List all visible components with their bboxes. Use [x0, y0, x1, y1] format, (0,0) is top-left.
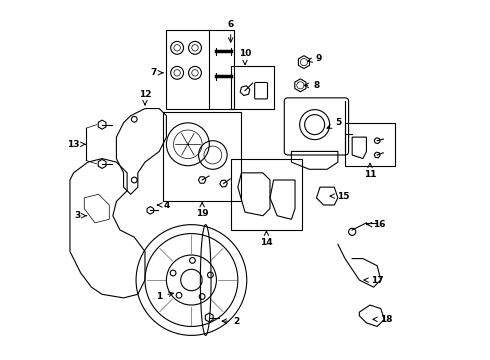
Text: 8: 8 — [304, 81, 319, 90]
Bar — [163, 112, 242, 202]
Text: 14: 14 — [260, 231, 273, 247]
Bar — [231, 158, 302, 230]
Text: 15: 15 — [330, 192, 349, 201]
Text: 13: 13 — [67, 140, 85, 149]
Text: 18: 18 — [373, 315, 392, 324]
Text: 17: 17 — [364, 275, 384, 284]
Text: 12: 12 — [139, 90, 151, 105]
Text: 2: 2 — [222, 316, 239, 325]
Text: 5: 5 — [327, 118, 341, 128]
Text: 7: 7 — [151, 68, 163, 77]
Bar — [167, 30, 234, 109]
Text: 9: 9 — [308, 54, 321, 63]
Bar — [231, 66, 273, 109]
Text: 11: 11 — [364, 163, 376, 179]
Text: 6: 6 — [227, 20, 234, 42]
Text: 16: 16 — [367, 220, 385, 229]
Text: 3: 3 — [74, 211, 87, 220]
Text: 19: 19 — [196, 203, 208, 219]
Text: 10: 10 — [239, 49, 251, 64]
Text: 1: 1 — [156, 292, 173, 301]
Text: 4: 4 — [157, 201, 170, 210]
Bar — [345, 123, 395, 166]
